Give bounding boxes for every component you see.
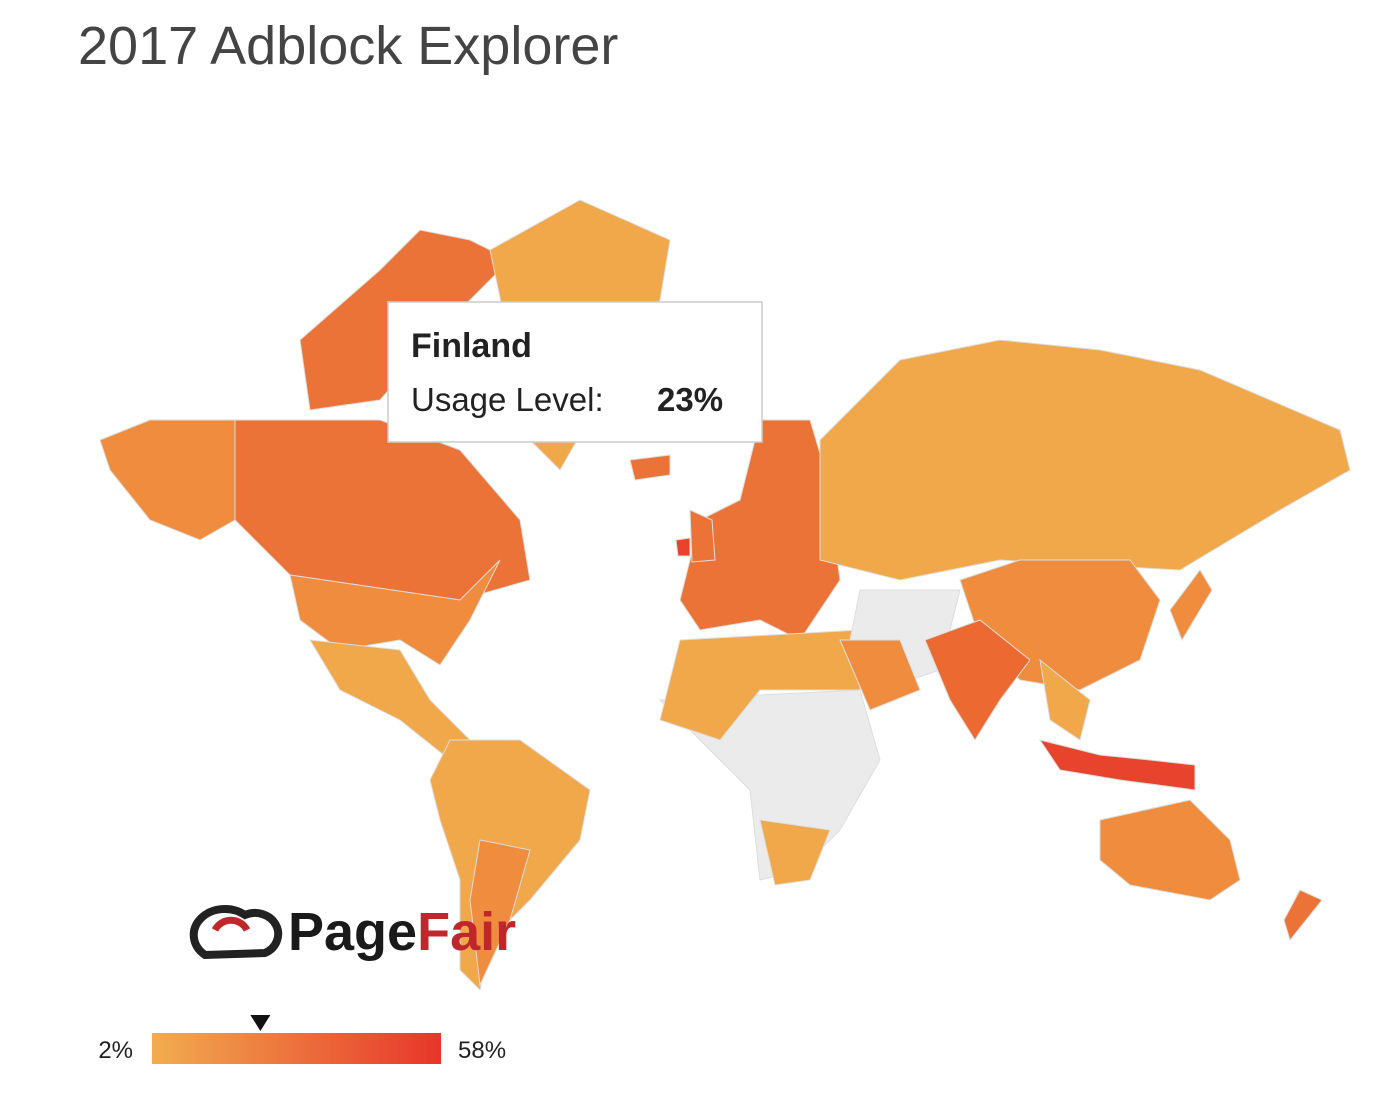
- country[interactable]: [819, 339, 1351, 581]
- logo-part: Fair: [417, 902, 516, 962]
- country[interactable]: [679, 419, 841, 641]
- color-scale: [152, 1033, 441, 1064]
- country[interactable]: [99, 419, 236, 541]
- tooltip-country: Finland: [411, 327, 532, 365]
- legend-marker: [250, 1015, 271, 1031]
- country[interactable]: [1169, 569, 1213, 642]
- logo-text: PageFair: [288, 902, 516, 962]
- logo-icon: [189, 904, 283, 960]
- country[interactable]: [469, 839, 531, 987]
- country[interactable]: [759, 819, 831, 886]
- country[interactable]: [234, 419, 531, 601]
- country[interactable]: [309, 639, 471, 761]
- country[interactable]: [289, 559, 501, 666]
- logo-part: Page: [288, 902, 417, 962]
- tooltip-value: 23%: [657, 381, 723, 418]
- country[interactable]: [924, 619, 1031, 741]
- country[interactable]: [1099, 799, 1241, 901]
- tooltip-box: [387, 301, 763, 443]
- title: 2017 Adblock Explorer: [78, 16, 618, 76]
- country[interactable]: [839, 639, 921, 711]
- country[interactable]: [1283, 889, 1323, 942]
- country[interactable]: [629, 454, 671, 481]
- country[interactable]: [689, 509, 716, 563]
- legend-max-label: 58%: [458, 1037, 506, 1064]
- logo: PageFair: [189, 902, 516, 962]
- country[interactable]: [1039, 658, 1091, 741]
- logo-icon: [211, 916, 251, 932]
- country[interactable]: [675, 537, 691, 557]
- legend-min-label: 2%: [98, 1037, 133, 1064]
- legend: 2% 58%: [98, 1015, 506, 1064]
- tooltip-metric: Usage Level:: [411, 381, 604, 418]
- country[interactable]: [1038, 739, 1196, 791]
- tooltip: Finland Usage Level: 23%: [387, 301, 763, 443]
